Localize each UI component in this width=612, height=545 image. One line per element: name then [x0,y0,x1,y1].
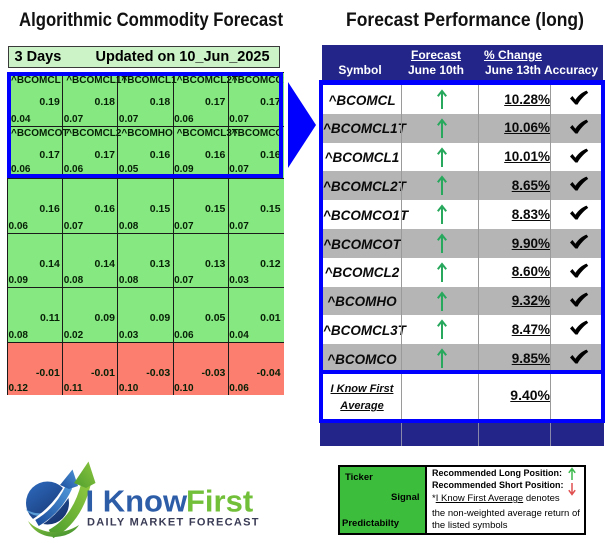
svg-text:DAILY MARKET FORECAST: DAILY MARKET FORECAST [87,517,260,529]
svg-text:First: First [186,484,253,519]
svg-text:I Know: I Know [86,484,188,519]
